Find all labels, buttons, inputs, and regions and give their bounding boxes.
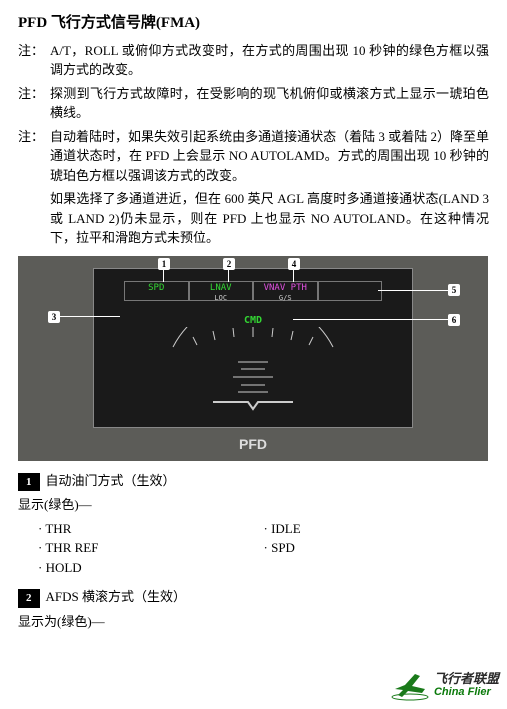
item-left: HOLD	[38, 558, 264, 578]
note-row: 注：A/T，ROLL 或俯仰方式改变时，在方式的周围出现 10 秒钟的绿色方框以…	[18, 41, 489, 80]
item-row: THR REFSPD	[38, 538, 489, 558]
section-number-pill: 2	[18, 589, 40, 608]
pfd-caption: PFD	[18, 434, 488, 455]
fma-row: SPDLNAVLOCVNAV PTHG/S	[124, 281, 382, 301]
callout-line	[293, 319, 448, 320]
callout-line	[60, 316, 120, 317]
callout-6: 6	[448, 314, 460, 326]
logo-text-en: China Flier	[434, 686, 499, 698]
item-row: THRIDLE	[38, 519, 489, 539]
section-header: 2 AFDS 横滚方式（生效）	[18, 587, 489, 608]
item-row: HOLD	[38, 558, 489, 578]
pfd-figure: SPDLNAVLOCVNAV PTHG/S CMD 1 2	[18, 256, 488, 461]
note-row: 注：探测到飞行方式故障时，在受影响的现飞机俯仰或横滚方式上显示一琥珀色横线。	[18, 84, 489, 123]
callout-1: 1	[158, 258, 170, 270]
pfd-display: SPDLNAVLOCVNAV PTHG/S CMD	[93, 268, 413, 428]
callout-line	[293, 270, 294, 282]
fma-cell: LNAVLOC	[189, 281, 254, 301]
attitude-indicator	[153, 327, 353, 417]
section-title: AFDS 横滚方式（生效）	[46, 589, 187, 604]
note-row: 注：自动着陆时，如果失效引起系统由多通道接通状态（着陆 3 或着陆 2）降至单通…	[18, 127, 489, 186]
note-text: 探测到飞行方式故障时，在受影响的现飞机俯仰或横滚方式上显示一琥珀色横线。	[50, 84, 489, 123]
note-label: 注：	[18, 127, 50, 186]
site-logo: 飞行者联盟 China Flier	[390, 669, 499, 701]
note-text: 自动着陆时，如果失效引起系统由多通道接通状态（着陆 3 或着陆 2）降至单通道状…	[50, 127, 489, 186]
fma-cell: SPD	[124, 281, 189, 301]
sections-block: 1 自动油门方式（生效） 显示(绿色)— THRIDLETHR REFSPDHOLD 2…	[18, 471, 489, 632]
item-left: THR REF	[38, 538, 264, 558]
callout-line	[163, 270, 164, 282]
item-left: THR	[38, 519, 264, 539]
section-title: 自动油门方式（生效）	[46, 473, 176, 488]
note-label: 注：	[18, 84, 50, 123]
section-sub: 显示为(绿色)—	[18, 612, 489, 632]
item-right	[264, 558, 490, 578]
section-number-pill: 1	[18, 473, 40, 492]
note-text: A/T，ROLL 或俯仰方式改变时，在方式的周围出现 10 秒钟的绿色方框以强调…	[50, 41, 489, 80]
callout-5: 5	[448, 284, 460, 296]
cmd-annunciation: CMD	[94, 313, 412, 328]
section-sub: 显示(绿色)—	[18, 495, 489, 515]
doc-title: PFD 飞行方式信号牌(FMA)	[18, 12, 489, 35]
callout-4: 4	[288, 258, 300, 270]
item-list: THRIDLETHR REFSPDHOLD	[38, 519, 489, 578]
section-header: 1 自动油门方式（生效）	[18, 471, 489, 492]
note-label: 注：	[18, 41, 50, 80]
callout-line	[228, 270, 229, 282]
notes-block: 注：A/T，ROLL 或俯仰方式改变时，在方式的周围出现 10 秒钟的绿色方框以…	[18, 41, 489, 186]
item-right: IDLE	[264, 519, 490, 539]
callout-2: 2	[223, 258, 235, 270]
fma-cell: VNAV PTHG/S	[253, 281, 318, 301]
fma-cell	[318, 281, 383, 301]
logo-text-cn: 飞行者联盟	[434, 672, 499, 686]
callout-line	[378, 290, 448, 291]
callout-3: 3	[48, 311, 60, 323]
airplane-icon	[390, 669, 430, 701]
paragraph-autoland: 如果选择了多通道进近，但在 600 英尺 AGL 高度时多通道接通状态(LAND…	[50, 189, 489, 248]
item-right: SPD	[264, 538, 490, 558]
